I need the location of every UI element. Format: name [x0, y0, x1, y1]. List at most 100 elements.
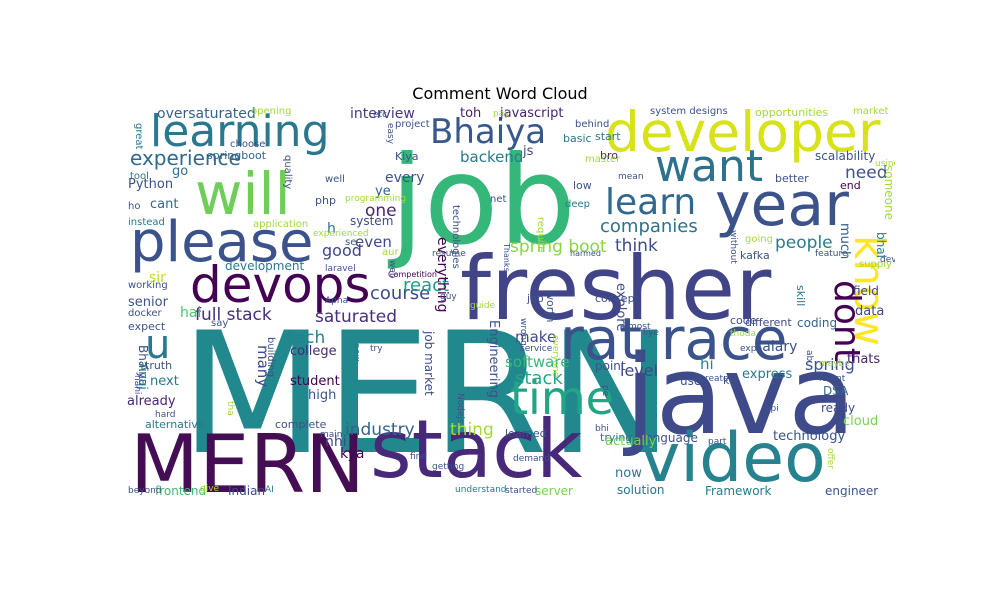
cloud-word: cant	[150, 197, 179, 212]
cloud-word: Engineering	[486, 320, 501, 398]
cloud-word: need	[845, 163, 888, 183]
cloud-word: part	[708, 437, 727, 447]
cloud-word: full stack	[195, 305, 272, 325]
cloud-word: worth	[544, 291, 557, 323]
cloud-word: language	[642, 431, 698, 445]
cloud-word: find	[410, 452, 428, 462]
cloud-word: stack	[515, 368, 563, 389]
cloud-word: resume	[432, 249, 466, 259]
cloud-word: js	[523, 144, 534, 159]
cloud-word: building	[265, 337, 276, 378]
cloud-word: companies	[600, 216, 698, 237]
cloud-word: frontend	[155, 484, 207, 497]
cloud-word: thoda	[730, 329, 756, 339]
cloud-word: learn	[605, 182, 697, 223]
cloud-word: student	[290, 374, 340, 389]
cloud-word: Bhaiya	[430, 112, 547, 152]
cloud-word: hai	[180, 305, 202, 321]
cloud-word: job	[390, 130, 576, 272]
cloud-word: docker	[128, 308, 162, 319]
cloud-word: quality	[282, 155, 293, 190]
cloud-word: learnt	[819, 374, 846, 384]
cloud-word: saturated	[315, 307, 398, 327]
cloud-word: almost	[620, 322, 651, 332]
cloud-word: laravel	[325, 264, 356, 274]
cloud-word: year	[715, 170, 849, 240]
cloud-word: Nodejs	[455, 393, 465, 424]
cloud-word: good	[322, 241, 362, 260]
cloud-word: scalability	[815, 149, 876, 163]
chart-title: Comment Word Cloud	[412, 84, 588, 103]
cloud-word: web	[387, 260, 397, 279]
cloud-word: one	[365, 201, 397, 221]
cloud-word: Apna	[325, 296, 349, 306]
cloud-word: opening	[251, 106, 292, 117]
cloud-word: feature	[815, 249, 848, 259]
cloud-word: nahi	[132, 375, 142, 395]
cloud-word: oversaturated	[157, 106, 256, 122]
cloud-word: bro	[600, 149, 618, 162]
cloud-word: next	[150, 374, 179, 389]
cloud-word: level	[620, 361, 659, 380]
cloud-word: go	[172, 164, 189, 179]
cloud-word: learning	[150, 106, 330, 157]
cloud-word: understand	[455, 485, 507, 495]
cloud-word: try	[370, 344, 383, 354]
cloud-word: Thanks	[502, 243, 511, 272]
cloud-word: college	[290, 344, 337, 359]
cloud-word: mean	[618, 172, 644, 182]
cloud-word: people	[775, 233, 833, 253]
cloud-word: solution	[617, 483, 665, 497]
word-cloud: MERN job fresher java stack MERN video rat race…	[125, 105, 895, 497]
cloud-word: interview	[350, 106, 415, 122]
cloud-word: AI	[265, 485, 274, 495]
cloud-word: spring boot	[510, 237, 607, 257]
cloud-word: kafka	[740, 249, 770, 262]
cloud-word: ho	[128, 201, 141, 212]
cloud-word: MERN	[130, 418, 365, 498]
cloud-word: Competition	[388, 270, 437, 279]
cloud-word: aur	[382, 247, 399, 258]
cloud-word: experience	[130, 146, 241, 170]
cloud-word: bhi	[595, 424, 609, 434]
cloud-word: better	[775, 172, 809, 185]
cloud-word: new	[351, 343, 361, 362]
cloud-word: actually	[605, 434, 657, 449]
cloud-word: expect	[128, 320, 166, 333]
cloud-word: system	[350, 214, 394, 228]
cloud-word: ko	[723, 374, 736, 387]
cloud-word: service	[520, 344, 553, 354]
cloud-word: going	[745, 234, 773, 245]
cloud-word: learned	[505, 427, 547, 440]
cloud-word: technology	[773, 429, 846, 444]
cloud-word: working	[128, 280, 168, 291]
cloud-word: etc	[373, 110, 388, 120]
cloud-word: high	[308, 388, 337, 403]
cloud-word: everyone	[550, 335, 560, 378]
cloud-word: engineer	[825, 484, 879, 497]
cloud-word: h	[327, 221, 336, 237]
cloud-word: offer	[825, 448, 835, 469]
cloud-word: jab	[527, 292, 544, 305]
cloud-word: project	[395, 119, 430, 130]
cloud-word: software	[505, 353, 570, 371]
cloud-word: react	[403, 275, 450, 296]
cloud-word: springboot	[207, 149, 267, 162]
cloud-word: tha	[225, 401, 235, 416]
cloud-word: course	[370, 283, 431, 304]
cloud-word: video	[640, 419, 826, 497]
cloud-word: tech	[288, 328, 326, 348]
cloud-word: different	[745, 316, 792, 329]
cloud-word: job market	[422, 331, 436, 396]
cloud-word: tool	[130, 171, 149, 182]
cloud-word: devops	[190, 256, 371, 314]
cloud-word: Indian	[228, 484, 266, 497]
cloud-word: DSA	[823, 384, 849, 398]
cloud-word: harmed	[570, 249, 601, 258]
cloud-word: use	[680, 374, 702, 388]
cloud-word: complete	[275, 418, 327, 431]
cloud-word: Framework	[705, 484, 772, 497]
cloud-word: guy	[440, 292, 457, 302]
cloud-word: developer	[605, 105, 881, 164]
cloud-word: easy	[385, 123, 395, 145]
